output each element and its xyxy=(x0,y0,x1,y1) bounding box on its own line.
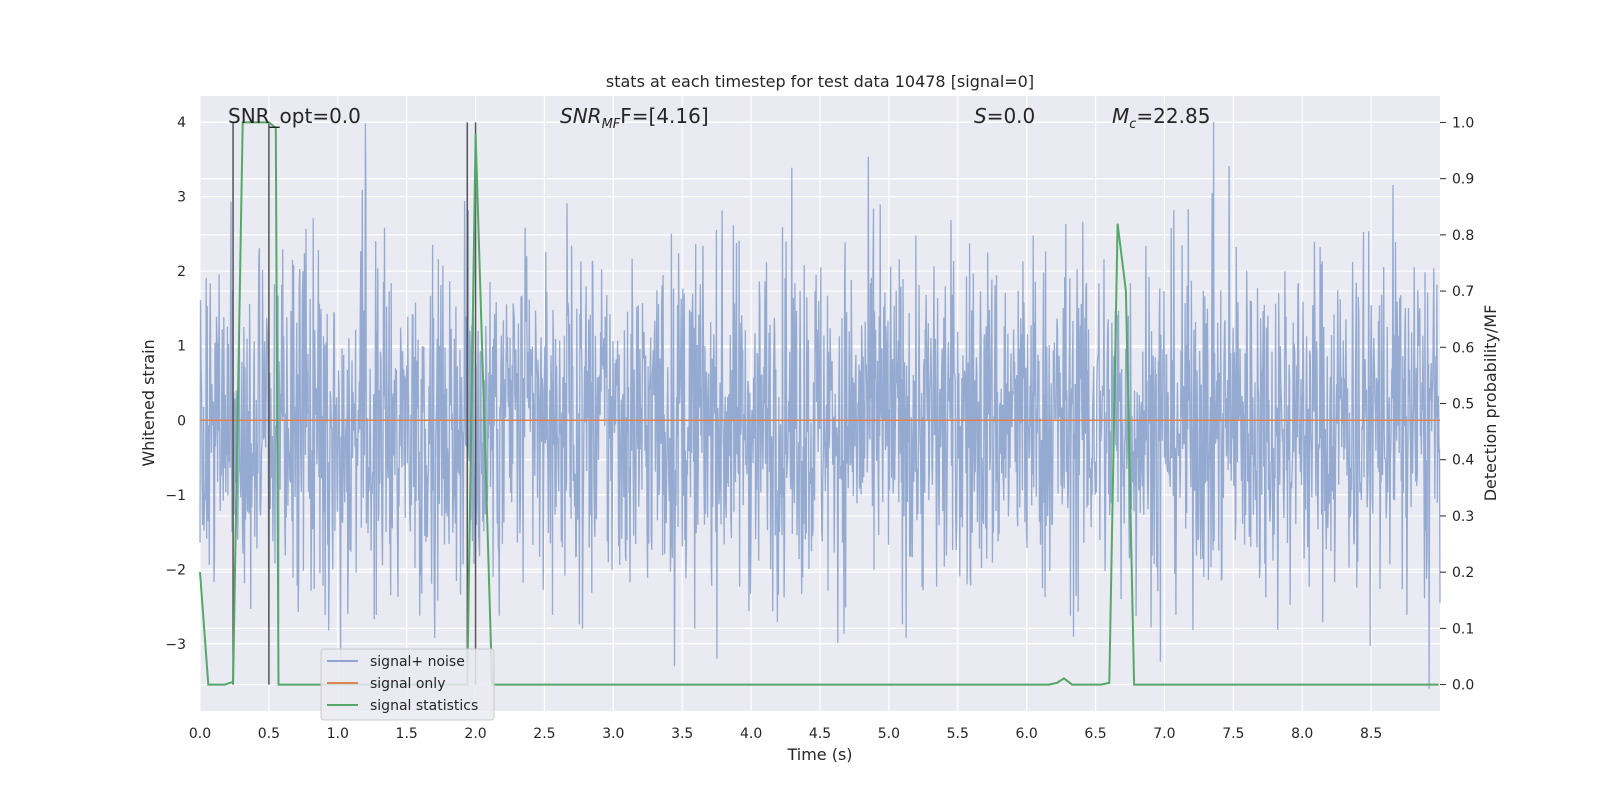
annotation-snr-mf-value: F=[4.16] xyxy=(620,104,708,128)
signal-statistics-line xyxy=(199,121,1439,686)
x-tick-label: 8.0 xyxy=(1291,726,1313,742)
legend: signal+ noise signal only signal statist… xyxy=(320,648,495,721)
x-tick-label: 1.5 xyxy=(396,726,418,742)
x-tick-label: 2.5 xyxy=(533,726,555,742)
x-tick-label: 0.0 xyxy=(189,726,211,742)
annotation-mc-value: =22.85 xyxy=(1136,104,1210,128)
y-tick-label: −3 xyxy=(165,637,186,653)
x-tick-label: 4.5 xyxy=(809,726,831,742)
y2-tick-label: 0.3 xyxy=(1452,509,1474,525)
y2-tick-label: 0.9 xyxy=(1452,172,1474,188)
y2-tick-label: 0.1 xyxy=(1452,621,1474,637)
x-tick-label: 3.0 xyxy=(602,726,624,742)
y2-axis-label: Detection probability/MF xyxy=(1481,305,1500,502)
legend-label-signal-only: signal only xyxy=(370,676,445,692)
y-tick-label: 3 xyxy=(177,190,186,206)
y2-tick-label: 0.6 xyxy=(1452,340,1474,356)
x-tick-label: 8.5 xyxy=(1360,726,1382,742)
legend-box xyxy=(320,648,495,721)
y2-tick-label: 0.5 xyxy=(1452,397,1474,413)
signal-noise-line xyxy=(199,122,1441,689)
annotation-snr-mf-main: SNR xyxy=(560,104,602,128)
annotation-snr-mf-sub: MF xyxy=(602,117,621,132)
annotation-snr-opt: SNR_opt=0.0 xyxy=(228,104,361,128)
annotation-snr-mf: SNRMFF=[4.16] xyxy=(560,104,709,132)
x-tick-label: 2.0 xyxy=(464,726,486,742)
x-tick-label: 7.0 xyxy=(1153,726,1175,742)
x-tick-label: 7.5 xyxy=(1222,726,1244,742)
signal-noise-series xyxy=(199,122,1441,689)
x-tick-label: 1.0 xyxy=(327,726,349,742)
x-axis-label: Time (s) xyxy=(786,745,852,764)
x-tick-label: 0.5 xyxy=(258,726,280,742)
annotation-s-main: S xyxy=(974,104,987,128)
series-layer xyxy=(199,121,1440,686)
annotation-mc-sub: c xyxy=(1129,117,1136,132)
y-tick-label: 0 xyxy=(177,413,186,429)
y2-tick-label: 0.7 xyxy=(1452,284,1474,300)
y-tick-label: −2 xyxy=(165,562,186,578)
y-axis-label: Whitened strain xyxy=(139,339,158,466)
annotation-s-value: =0.0 xyxy=(987,104,1036,128)
y-tick-label: 4 xyxy=(177,115,186,131)
annotation-mc: Mc=22.85 xyxy=(1112,104,1210,132)
y2-tick-label: 0.0 xyxy=(1452,678,1474,694)
chart-title: stats at each timestep for test data 104… xyxy=(606,72,1034,91)
x-tick-label: 3.5 xyxy=(671,726,693,742)
tick-labels: 0.0 0.5 1.0 1.5 2.0 2.5 3.0 3.5 4.0 4.5 5.0 5.5 6.0 6… xyxy=(165,115,1474,742)
y-tick-label: 2 xyxy=(177,264,186,280)
x-tick-label: 4.0 xyxy=(740,726,762,742)
y2-tick-label: 0.4 xyxy=(1452,453,1474,469)
y2-tick-label: 0.2 xyxy=(1452,565,1474,581)
y2-tick-label: 1.0 xyxy=(1452,115,1474,131)
y-tick-label: 1 xyxy=(177,339,186,355)
x-tick-label: 6.5 xyxy=(1084,726,1106,742)
annotation-s: S=0.0 xyxy=(974,104,1035,128)
x-tick-label: 6.0 xyxy=(1016,726,1038,742)
y2-tick-label: 0.8 xyxy=(1452,228,1474,244)
x-tick-label: 5.5 xyxy=(947,726,969,742)
legend-label-noise: signal+ noise xyxy=(370,654,465,670)
legend-label-statistics: signal statistics xyxy=(370,698,478,714)
annotation-mc-main: M xyxy=(1112,104,1129,128)
y-tick-label: −1 xyxy=(165,488,186,504)
x-tick-label: 5.0 xyxy=(878,726,900,742)
